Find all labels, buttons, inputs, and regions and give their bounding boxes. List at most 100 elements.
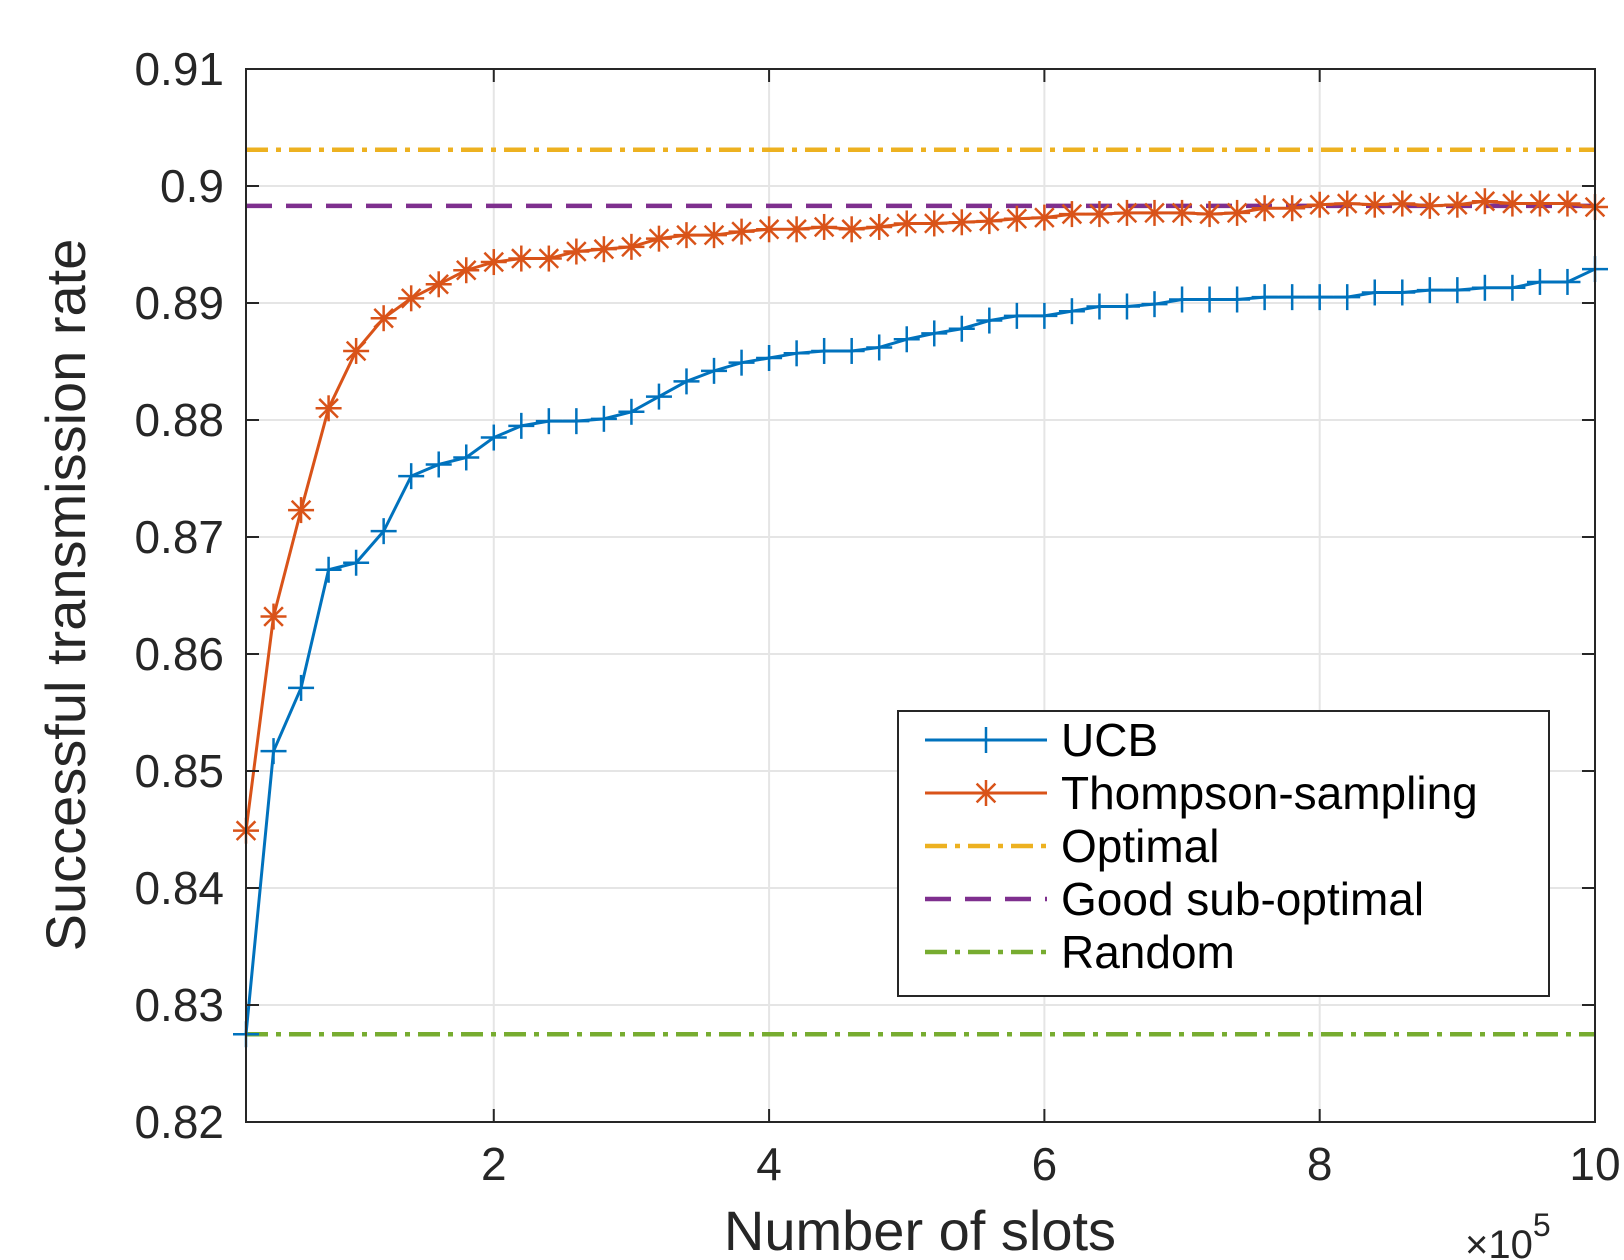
marker-stroke bbox=[1502, 193, 1523, 214]
data-point bbox=[1086, 293, 1113, 320]
data-point bbox=[838, 216, 865, 243]
data-point bbox=[1169, 199, 1196, 226]
data-point bbox=[260, 738, 287, 765]
data-point bbox=[1196, 201, 1223, 228]
marker-stroke bbox=[593, 238, 615, 260]
data-point bbox=[1389, 279, 1416, 306]
data-point bbox=[1526, 268, 1553, 295]
y-tick-label: 0.86 bbox=[134, 628, 224, 680]
plot-frame bbox=[245, 68, 1596, 1123]
marker-stroke bbox=[483, 251, 505, 273]
data-point bbox=[1251, 195, 1278, 222]
marker-stroke bbox=[731, 221, 752, 242]
legend-label: UCB bbox=[1061, 714, 1158, 766]
y-tick-label: 0.84 bbox=[134, 862, 224, 914]
data-point bbox=[398, 285, 425, 312]
marker-stroke bbox=[345, 340, 367, 362]
marker-stroke bbox=[786, 219, 807, 240]
data-point bbox=[1306, 191, 1333, 218]
y-tick-label: 0.88 bbox=[134, 394, 224, 446]
data-point bbox=[948, 315, 975, 342]
y-axis-label: Successful transmission rate bbox=[34, 239, 97, 952]
legend-box bbox=[897, 710, 1550, 997]
marker-stroke bbox=[566, 241, 587, 262]
legend-entry-optimal: Optimal bbox=[925, 820, 1219, 872]
data-point bbox=[783, 340, 810, 367]
data-point bbox=[425, 451, 452, 478]
data-point bbox=[1279, 284, 1306, 311]
data-point bbox=[1334, 284, 1361, 311]
data-point bbox=[1361, 191, 1388, 218]
data-point bbox=[1499, 190, 1526, 217]
marker-stroke bbox=[456, 259, 477, 281]
data-point bbox=[315, 556, 342, 583]
legend-entry-ucb: UCB bbox=[925, 714, 1158, 766]
marker-stroke bbox=[979, 210, 1000, 232]
marker-stroke bbox=[1309, 194, 1330, 215]
marker-stroke bbox=[1447, 194, 1468, 215]
data-point bbox=[315, 395, 342, 422]
data-point bbox=[480, 424, 507, 451]
x-axis-multiplier-exponent: 5 bbox=[1533, 1207, 1551, 1243]
data-point bbox=[728, 218, 755, 245]
data-point bbox=[756, 344, 783, 371]
marker-stroke bbox=[1364, 194, 1385, 215]
marker-stroke bbox=[1116, 202, 1138, 224]
data-point bbox=[1003, 205, 1030, 232]
data-point bbox=[948, 209, 975, 236]
data-point bbox=[260, 603, 287, 630]
marker-stroke bbox=[841, 219, 862, 240]
data-point bbox=[1554, 268, 1581, 295]
data-point bbox=[1361, 279, 1388, 306]
data-point bbox=[976, 208, 1003, 235]
x-axis-label: Number of slots bbox=[724, 1199, 1116, 1260]
data-point bbox=[838, 337, 865, 364]
data-point bbox=[893, 210, 920, 237]
data-point bbox=[921, 210, 948, 237]
marker-stroke bbox=[1089, 203, 1110, 225]
marker-stroke bbox=[1061, 203, 1083, 225]
marker-stroke bbox=[621, 236, 642, 258]
marker-stroke bbox=[813, 216, 835, 238]
data-point bbox=[1224, 199, 1251, 226]
data-point bbox=[1389, 190, 1416, 217]
data-point bbox=[1416, 192, 1443, 219]
data-point bbox=[453, 444, 480, 471]
data-point bbox=[1554, 190, 1581, 217]
data-point bbox=[1306, 284, 1333, 311]
marker-stroke bbox=[758, 219, 780, 240]
marker-stroke bbox=[648, 228, 670, 249]
y-tick-label: 0.91 bbox=[134, 43, 224, 95]
data-point bbox=[618, 233, 645, 260]
data-point bbox=[425, 271, 452, 298]
data-point bbox=[1499, 274, 1526, 301]
marker-stroke bbox=[1336, 193, 1358, 214]
data-point bbox=[480, 249, 507, 276]
legend-marker bbox=[973, 780, 999, 806]
data-point bbox=[508, 245, 535, 272]
data-point bbox=[563, 238, 590, 265]
x-tick-label: 8 bbox=[1307, 1138, 1333, 1190]
data-point bbox=[1444, 277, 1471, 304]
legend-label: Thompson-sampling bbox=[1061, 767, 1478, 819]
x-axis-multiplier: ×105 bbox=[1465, 1207, 1551, 1260]
data-point bbox=[921, 320, 948, 347]
data-point bbox=[343, 337, 370, 364]
data-point bbox=[1086, 201, 1113, 228]
data-point bbox=[1334, 190, 1361, 217]
y-tick-label: 0.83 bbox=[134, 979, 224, 1031]
data-point bbox=[976, 307, 1003, 334]
data-point bbox=[673, 222, 700, 249]
data-point bbox=[1031, 302, 1058, 329]
data-point bbox=[728, 349, 755, 376]
data-point bbox=[1279, 195, 1306, 222]
marker-stroke bbox=[373, 307, 394, 329]
data-point bbox=[1058, 201, 1085, 228]
data-point bbox=[1113, 199, 1140, 226]
marker-stroke bbox=[975, 782, 997, 804]
data-point bbox=[453, 257, 480, 284]
marker-stroke bbox=[1529, 193, 1551, 214]
data-point bbox=[866, 213, 893, 240]
